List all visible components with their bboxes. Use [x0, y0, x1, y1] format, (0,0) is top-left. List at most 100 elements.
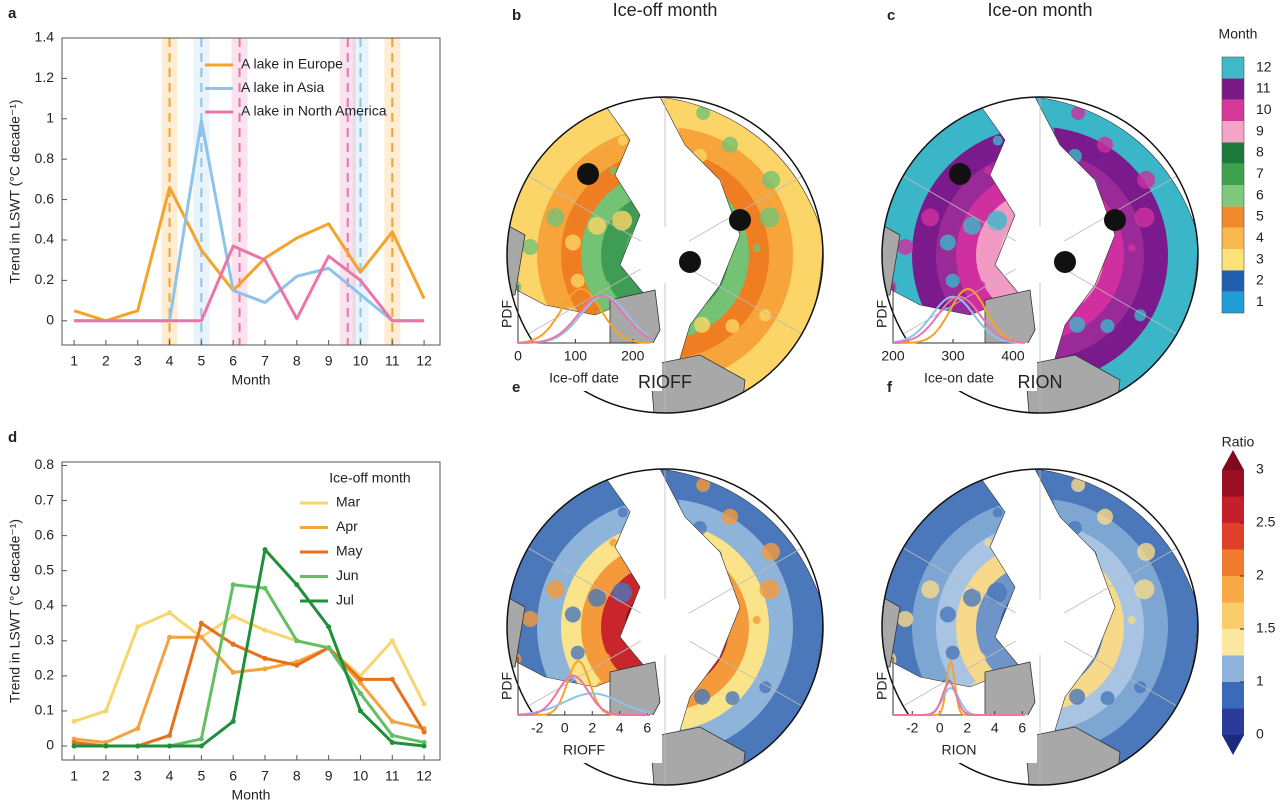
- meridian: [527, 547, 641, 614]
- inset-bg: [865, 343, 1037, 391]
- land-patch: [759, 681, 772, 694]
- land-patch: [1134, 309, 1147, 322]
- inset-y-label: PDF: [499, 300, 515, 328]
- land-patch: [987, 210, 1008, 231]
- land-patch: [1127, 244, 1136, 253]
- colorbar-cell: [1222, 249, 1244, 271]
- x-tick-label: 12: [416, 353, 432, 369]
- point: [326, 624, 332, 630]
- point: [389, 739, 395, 745]
- y-tick-label: 0.2: [35, 667, 55, 683]
- inset-tick-label: 4: [616, 720, 624, 736]
- land-patch: [617, 507, 628, 518]
- series-line: [73, 635, 425, 744]
- plot-frame: [61, 37, 441, 346]
- colorbar-label: 3: [1256, 250, 1264, 266]
- legend-label: Apr: [336, 518, 358, 534]
- colorbar-cell: [1222, 227, 1244, 249]
- colorbar-cell: [1222, 163, 1244, 185]
- land-patch: [759, 309, 772, 322]
- land-patch: [987, 582, 1008, 603]
- point: [103, 708, 109, 714]
- land-patch: [722, 136, 739, 153]
- panel-label: e: [512, 379, 520, 396]
- y-tick-label: 0.3: [35, 632, 55, 648]
- lake-dot: [577, 163, 599, 185]
- inset-y-label: PDF: [874, 300, 890, 328]
- inset-bg: [865, 715, 1037, 763]
- point: [421, 743, 427, 749]
- inset-x-label: Ice-off date: [549, 370, 619, 386]
- colorbar-cell: [1222, 708, 1244, 735]
- colorbar-label: 3: [1256, 461, 1264, 477]
- inset-tick-label: 2: [588, 720, 596, 736]
- x-tick-label: 10: [353, 353, 369, 369]
- legend-label: May: [336, 543, 362, 559]
- alaska: [507, 224, 526, 296]
- panel-label: b: [512, 7, 521, 24]
- meridian: [902, 175, 1016, 242]
- land-patch: [617, 135, 628, 146]
- meridian: [689, 640, 803, 707]
- x-tick-label: 4: [166, 353, 174, 369]
- land-patch: [752, 616, 761, 625]
- inset-x-label: RIOFF: [563, 742, 605, 758]
- point: [230, 613, 236, 619]
- x-tick-label: 3: [134, 768, 142, 784]
- y-tick-label: 0: [46, 737, 54, 753]
- point: [198, 743, 204, 749]
- land-patch: [612, 582, 633, 603]
- land-patch: [696, 106, 711, 121]
- land-patch: [725, 691, 740, 706]
- inset-tick-label: -2: [531, 720, 544, 736]
- land-patch: [921, 208, 940, 227]
- colorbar-cell: [1222, 523, 1244, 550]
- inset-y-label: PDF: [874, 672, 890, 700]
- alaska: [882, 596, 901, 668]
- land-patch: [1106, 636, 1117, 647]
- map: [507, 469, 823, 785]
- panel-label: c: [887, 7, 895, 24]
- y-tick-label: 0.1: [35, 702, 55, 718]
- x-tick-label: 11: [385, 353, 400, 369]
- land-patch: [1137, 542, 1156, 561]
- colorbar-label: 2.5: [1256, 514, 1276, 530]
- land-patch: [1069, 688, 1086, 705]
- series-line: [73, 185, 426, 323]
- point: [230, 582, 236, 588]
- legend-title: Ice-off month: [329, 470, 410, 486]
- colorbar-cell: [1222, 496, 1244, 523]
- point: [230, 641, 236, 647]
- land-patch: [963, 216, 982, 235]
- pdf-curve: [892, 295, 1026, 344]
- series-line: [73, 611, 426, 723]
- inset-x-label: RION: [942, 742, 977, 758]
- legend-label: Jun: [336, 567, 359, 583]
- land-patch: [1097, 136, 1114, 153]
- point: [198, 736, 204, 742]
- x-tick-label: 10: [353, 768, 369, 784]
- colorbar-cell: [1222, 99, 1244, 121]
- meridian: [689, 268, 803, 335]
- land-patch: [921, 580, 940, 599]
- x-tick-label: 5: [197, 768, 205, 784]
- meridian: [1064, 175, 1178, 242]
- y-tick-label: 0.8: [35, 456, 55, 472]
- point: [326, 645, 332, 651]
- land-patch: [984, 538, 993, 547]
- meridian: [527, 640, 641, 707]
- x-tick-label: 7: [261, 353, 269, 369]
- land-patch: [762, 170, 781, 189]
- land-patch: [694, 688, 711, 705]
- meridian: [527, 268, 641, 335]
- land-patch: [791, 286, 802, 297]
- land-patch: [522, 238, 539, 255]
- lake-dot: [1104, 209, 1126, 231]
- point: [389, 732, 395, 738]
- point: [167, 743, 173, 749]
- land-patch: [578, 508, 587, 517]
- land-patch: [1134, 579, 1155, 600]
- meridian: [1064, 640, 1178, 707]
- panel-label: d: [8, 429, 17, 446]
- x-tick-label: 9: [325, 768, 333, 784]
